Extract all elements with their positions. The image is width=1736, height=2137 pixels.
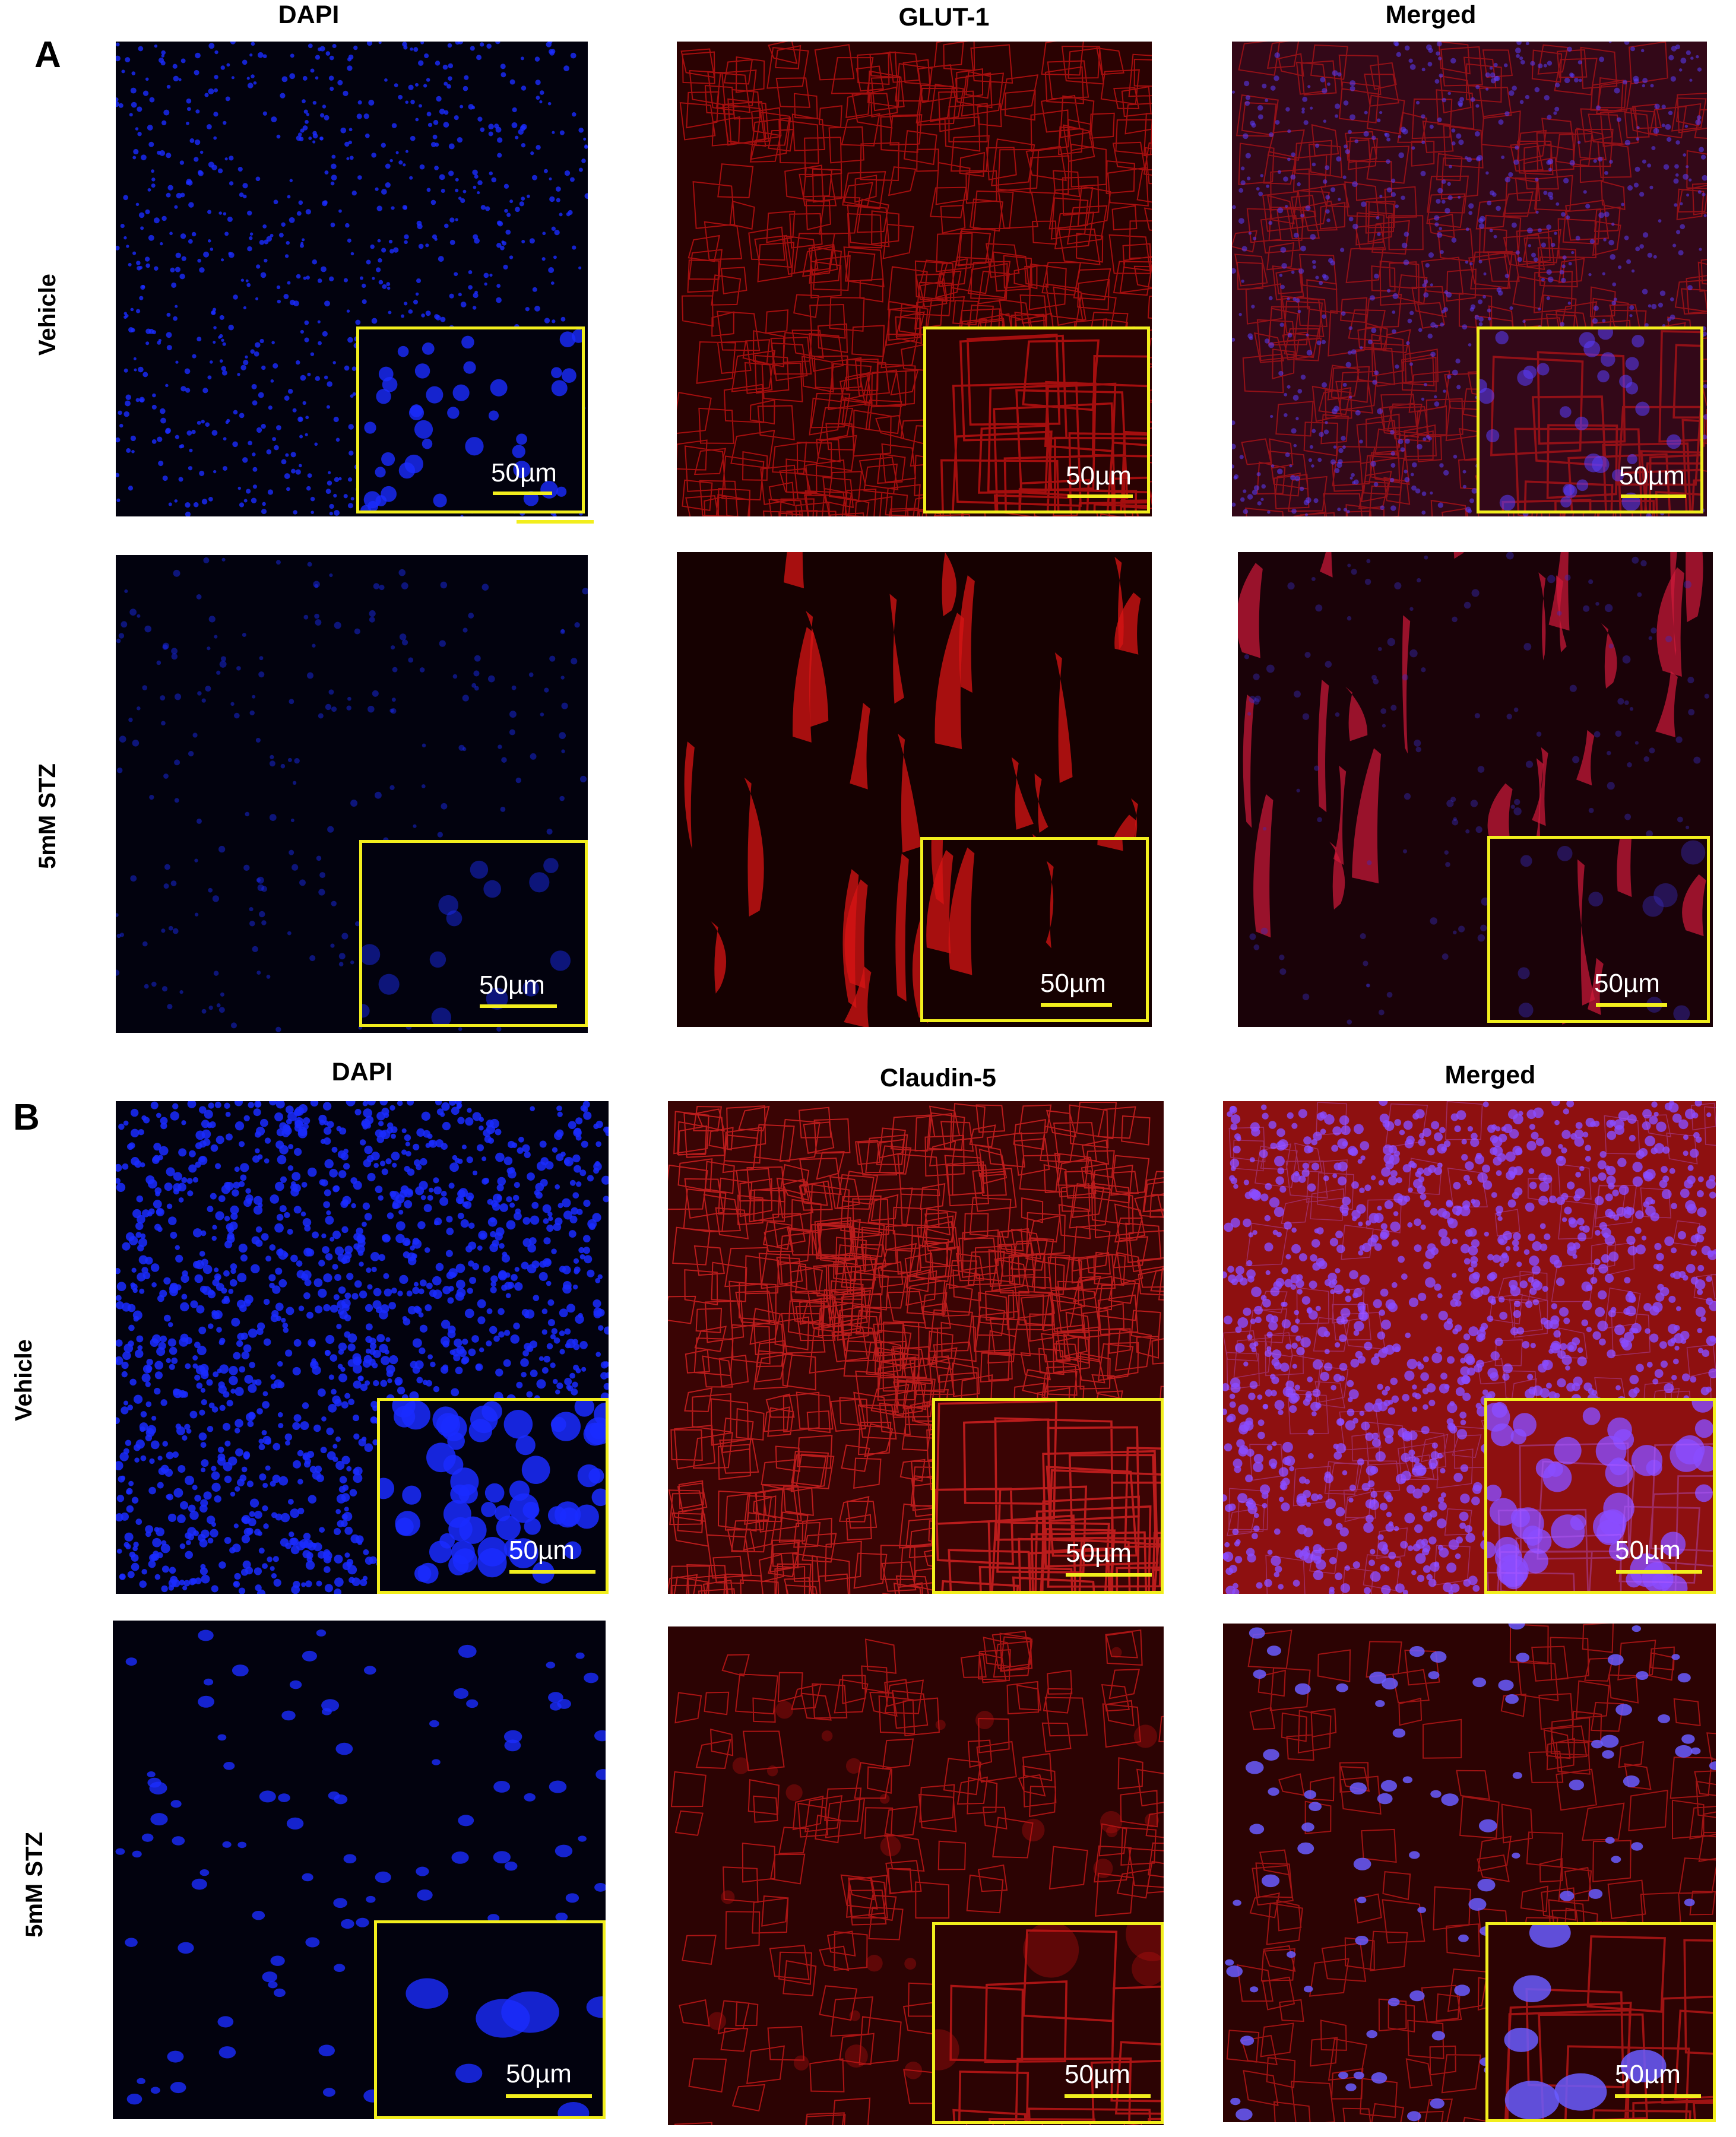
- image-a-stz-merged: 50µm: [1238, 552, 1713, 1027]
- inset-zoom: [932, 1398, 1164, 1594]
- micrograph-texture: [1488, 1925, 1713, 2119]
- scale-bar-label: 50µm: [506, 2059, 572, 2088]
- scale-bar: [1621, 494, 1686, 498]
- inset-zoom: [1484, 1398, 1716, 1594]
- scale-bar: [493, 492, 552, 495]
- inset-zoom: [920, 837, 1149, 1022]
- scale-bar-label: 50µm: [491, 458, 557, 487]
- inset-zoom: [374, 1920, 606, 2119]
- scale-bar-label: 50µm: [1615, 2060, 1681, 2089]
- image-b-vehicle-claudin5: 50µm: [668, 1101, 1164, 1594]
- scale-bar: [1616, 1570, 1702, 1574]
- scale-bar: [506, 2094, 592, 2098]
- scale-bar-label: 50µm: [509, 1536, 575, 1565]
- image-a-stz-glut1: 50µm: [677, 552, 1152, 1027]
- micrograph-texture: [935, 1925, 1161, 2121]
- column-title-glut1: GLUT-1: [898, 3, 990, 31]
- inset-zoom: [923, 326, 1150, 513]
- row-label-vehicle-b: Vehicle: [11, 1339, 37, 1421]
- inset-zoom: [1477, 326, 1703, 513]
- column-title-merged-b: Merged: [1444, 1061, 1536, 1089]
- micrograph-texture: [377, 1923, 603, 2116]
- inset-zoom: [356, 326, 585, 513]
- column-title-merged-a: Merged: [1385, 1, 1477, 29]
- inset-zoom: [1487, 836, 1710, 1023]
- scale-bar: [509, 1570, 595, 1574]
- scale-bar-label: 50µm: [1594, 969, 1660, 998]
- image-b-stz-dapi: 50µm: [113, 1621, 606, 2119]
- image-a-vehicle-merged: 50µm: [1232, 42, 1707, 516]
- inset-zoom: [932, 1922, 1164, 2124]
- scale-bar: [1065, 2094, 1151, 2098]
- scale-bar: [1596, 1003, 1667, 1007]
- panel-letter-a: A: [34, 34, 61, 75]
- column-title-dapi-b: DAPI: [331, 1058, 393, 1086]
- scale-bar-label: 50µm: [1619, 461, 1685, 490]
- inset-zoom: [377, 1398, 609, 1594]
- column-title-claudin5: Claudin-5: [880, 1064, 996, 1092]
- column-title-dapi-a: DAPI: [278, 1, 340, 29]
- scale-bar-label: 50µm: [1615, 1536, 1681, 1565]
- scale-bar: [1041, 1003, 1112, 1007]
- image-b-vehicle-merged: 50µm: [1223, 1101, 1716, 1594]
- row-label-vehicle-a: Vehicle: [34, 274, 61, 356]
- micrograph-texture: [1480, 329, 1700, 511]
- scale-bar-label: 50µm: [479, 971, 545, 1000]
- micrograph-texture: [1490, 839, 1707, 1020]
- panel-letter-b: B: [13, 1097, 40, 1138]
- row-label-stz-b: 5mM STZ: [21, 1832, 47, 1938]
- micrograph-texture: [1487, 1401, 1713, 1591]
- scale-bar: [1067, 494, 1133, 498]
- micrograph-texture: [362, 843, 585, 1024]
- micrograph-texture: [935, 1401, 1161, 1591]
- image-b-stz-claudin5: 50µm: [668, 1626, 1164, 2125]
- micrograph-texture: [116, 42, 588, 516]
- scale-bar: [1066, 1573, 1152, 1577]
- scale-bar: [517, 520, 594, 524]
- inset-zoom: [359, 840, 588, 1027]
- scale-bar-label: 50µm: [1066, 1539, 1132, 1568]
- image-b-vehicle-dapi: 50µm: [116, 1101, 609, 1594]
- image-a-stz-dapi: 50µm: [116, 555, 588, 1033]
- micrograph-texture: [926, 329, 1147, 511]
- image-b-stz-merged: 50µm: [1223, 1624, 1716, 2122]
- micrograph-texture: [359, 329, 582, 511]
- scale-bar-label: 50µm: [1040, 969, 1106, 998]
- micrograph-texture: [923, 840, 1146, 1019]
- inset-zoom: [1485, 1922, 1716, 2122]
- row-label-stz-a: 5mM STZ: [34, 763, 61, 869]
- micrograph-texture: [380, 1401, 606, 1591]
- scale-bar-label: 50µm: [1065, 2060, 1130, 2089]
- image-a-vehicle-glut1: 50µm: [677, 42, 1152, 516]
- scale-bar: [1615, 2094, 1701, 2098]
- image-a-vehicle-dapi: 50µm: [116, 42, 588, 516]
- scale-bar-label: 50µm: [1066, 461, 1132, 490]
- scale-bar: [480, 1004, 557, 1008]
